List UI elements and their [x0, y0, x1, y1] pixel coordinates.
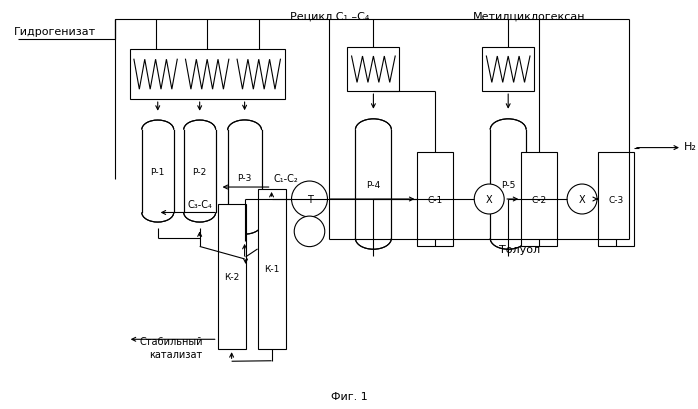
Text: Х: Х [579, 195, 586, 204]
Text: Р-2: Р-2 [193, 167, 207, 176]
Bar [521, 152, 557, 247]
Bar [218, 205, 246, 349]
Bar [348, 48, 399, 92]
Bar [417, 152, 453, 247]
Text: Рецикл C₁ –C₄: Рецикл C₁ –C₄ [290, 11, 369, 21]
Text: Р-1: Р-1 [151, 167, 165, 176]
Text: К-2: К-2 [224, 273, 239, 282]
Text: Т: Т [306, 195, 313, 204]
Text: Р-3: Р-3 [237, 173, 252, 182]
Text: С-3: С-3 [609, 195, 623, 204]
Circle shape [292, 182, 327, 218]
Text: С-1: С-1 [428, 195, 443, 204]
Text: Стабильный: Стабильный [139, 337, 202, 346]
Text: Гидрогенизат: Гидрогенизат [14, 27, 96, 37]
Circle shape [567, 184, 597, 214]
Polygon shape [490, 130, 526, 239]
Text: Р-5: Р-5 [501, 180, 515, 189]
Text: К-1: К-1 [264, 265, 279, 274]
Circle shape [474, 184, 504, 214]
Polygon shape [142, 130, 174, 213]
Text: Толуол: Толуол [498, 244, 540, 254]
Text: Р-4: Р-4 [366, 180, 380, 189]
Bar [598, 152, 634, 247]
Text: H₂: H₂ [684, 141, 697, 151]
Circle shape [295, 216, 325, 247]
Text: Метилциклогексан: Метилциклогексан [473, 11, 586, 21]
Polygon shape [184, 130, 216, 213]
Text: Фиг. 1: Фиг. 1 [331, 391, 368, 401]
Text: C₁-C₂: C₁-C₂ [274, 173, 298, 184]
Text: С-2: С-2 [532, 195, 547, 204]
Bar [482, 48, 534, 92]
Polygon shape [228, 131, 262, 225]
Text: Х: Х [486, 195, 493, 204]
Bar [258, 189, 285, 349]
Text: катализат: катализат [149, 349, 202, 360]
Polygon shape [355, 130, 392, 239]
Bar [130, 50, 285, 100]
Text: C₃-C₄: C₃-C₄ [188, 200, 213, 210]
